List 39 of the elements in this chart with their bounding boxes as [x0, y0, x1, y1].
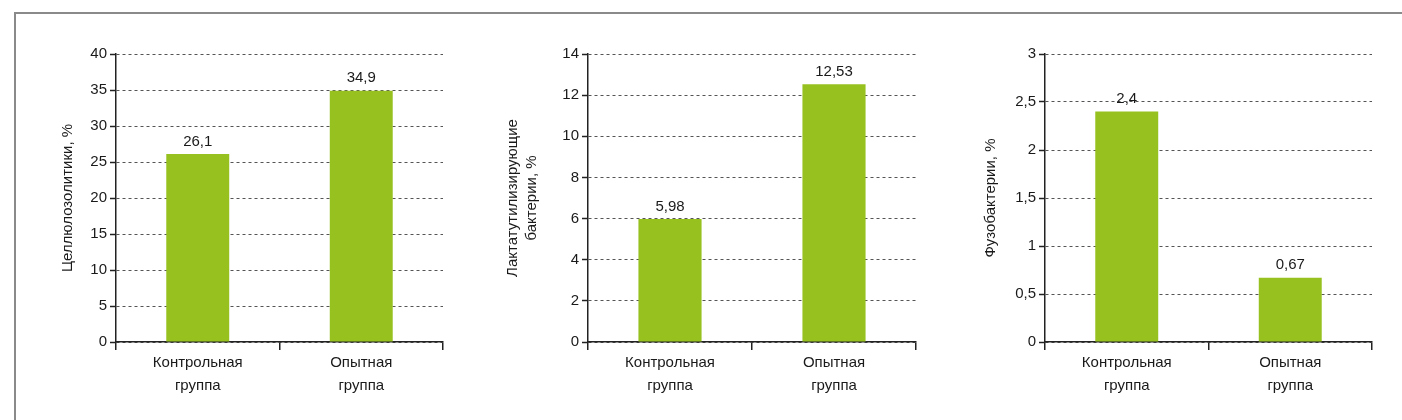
y-tick-label: 0	[98, 332, 107, 350]
x-tick-label: Опытная группа	[330, 353, 393, 393]
y-tick-label: 2,5	[1015, 92, 1036, 110]
y-tick-label: 6	[570, 208, 579, 226]
y-tick-label: 2	[570, 291, 579, 308]
y-tick-label: 10	[562, 126, 579, 144]
data-label: 0,67	[1275, 255, 1305, 273]
data-label: 34,9	[346, 68, 376, 86]
x-tick-label: Опытная группа	[802, 353, 866, 393]
y-tick-label: 14	[562, 44, 579, 62]
y-axis-title: Целлюлозолитики, %	[57, 123, 75, 273]
y-tick-label: 5	[98, 296, 107, 314]
data-label: 26,1	[183, 131, 213, 149]
y-tick-label: 15	[90, 224, 107, 242]
y-tick-label: 12	[562, 85, 579, 103]
y-axis-title: Лактатутилизирующие бактерии, %	[502, 119, 540, 277]
x-tick-label: Контрольная группа	[625, 353, 715, 393]
y-tick-label: 30	[90, 116, 107, 134]
y-tick-label: 0,5	[1015, 284, 1036, 302]
y-tick-label: 20	[90, 188, 107, 206]
y-axis-title: Фузобактерии, %	[980, 138, 998, 258]
x-tick-label: Опытная группа	[1259, 353, 1322, 393]
y-tick-label: 25	[90, 152, 107, 170]
data-label: 2,4	[1116, 89, 1138, 107]
x-tick-label: Контрольная группа	[152, 353, 243, 393]
y-tick-label: 0	[1027, 332, 1036, 350]
y-tick-label: 2	[1027, 140, 1036, 158]
x-tick-label: Контрольная группа	[1081, 353, 1172, 393]
data-label: 5,98	[655, 196, 685, 214]
y-tick-label: 40	[90, 44, 107, 62]
y-tick-label: 0	[570, 332, 579, 350]
y-tick-label: 35	[90, 80, 107, 98]
y-tick-label: 10	[90, 260, 107, 278]
y-tick-label: 8	[570, 167, 579, 185]
y-tick-label: 4	[570, 249, 579, 267]
data-label: 12,53	[815, 61, 853, 79]
y-tick-label: 1	[1027, 236, 1036, 254]
y-tick-label: 3	[1027, 44, 1036, 62]
y-tick-label: 1,5	[1015, 188, 1036, 206]
